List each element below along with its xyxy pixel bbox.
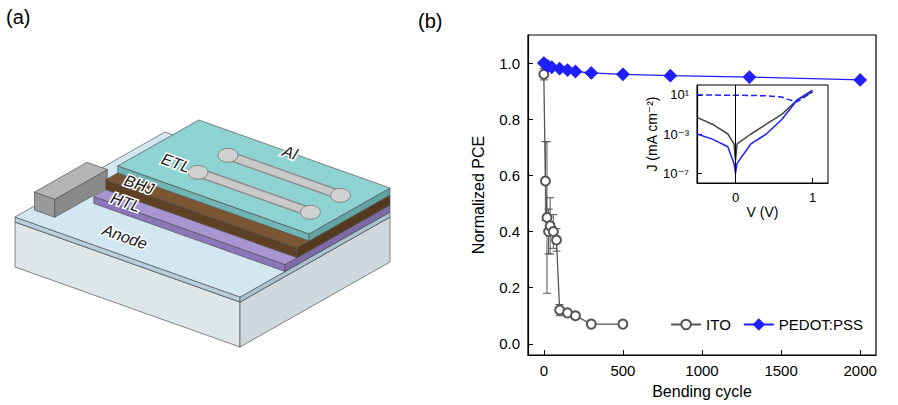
svg-text:0: 0 xyxy=(540,362,548,379)
svg-text:2000: 2000 xyxy=(843,362,876,379)
svg-text:0.6: 0.6 xyxy=(499,167,520,184)
svg-text:ITO: ITO xyxy=(706,316,731,333)
svg-text:10⁻⁷: 10⁻⁷ xyxy=(663,166,689,181)
svg-text:0.8: 0.8 xyxy=(499,111,520,128)
svg-text:1500: 1500 xyxy=(764,362,797,379)
svg-text:1000: 1000 xyxy=(685,362,718,379)
svg-text:Al: Al xyxy=(279,142,299,163)
svg-text:0: 0 xyxy=(732,190,739,205)
svg-text:Normalized PCE: Normalized PCE xyxy=(470,136,487,254)
svg-text:V (V): V (V) xyxy=(747,204,779,220)
svg-text:0.2: 0.2 xyxy=(499,279,520,296)
svg-text:Bending cycle: Bending cycle xyxy=(652,383,752,400)
svg-text:1.0: 1.0 xyxy=(499,55,520,72)
svg-text:PEDOT:PSS: PEDOT:PSS xyxy=(779,316,863,333)
svg-text:BHJ: BHJ xyxy=(122,171,157,198)
svg-text:0.4: 0.4 xyxy=(499,223,520,240)
svg-text:10¹: 10¹ xyxy=(670,87,689,102)
svg-text:1: 1 xyxy=(809,190,816,205)
svg-text:ETL: ETL xyxy=(159,150,192,176)
svg-text:(b): (b) xyxy=(418,10,442,32)
svg-text:0.0: 0.0 xyxy=(499,335,520,352)
svg-text:(a): (a) xyxy=(6,6,30,28)
svg-text:HTL: HTL xyxy=(109,189,143,215)
svg-text:J (mA cm⁻²): J (mA cm⁻²) xyxy=(644,96,660,171)
svg-text:Anode: Anode xyxy=(99,221,149,253)
svg-text:500: 500 xyxy=(610,362,635,379)
svg-text:10⁻³: 10⁻³ xyxy=(663,127,689,142)
